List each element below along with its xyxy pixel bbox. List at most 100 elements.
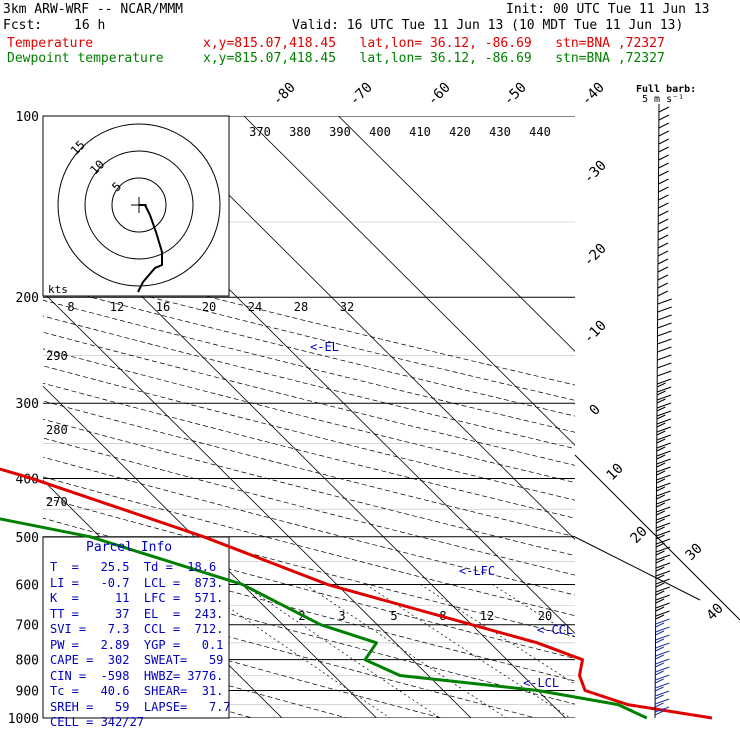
theta-tick-label: 380 (289, 125, 311, 139)
wind-barb (657, 274, 669, 281)
wind-barb (655, 534, 665, 540)
wind-barb (655, 674, 670, 681)
dewpoint-legend: Dewpoint temperature (7, 51, 164, 66)
isotherm-tick-label: 30 (683, 541, 706, 564)
wind-barb (655, 682, 670, 689)
wind-barb (656, 394, 672, 401)
isotherm-tick-label: -70 (347, 80, 376, 109)
wind-barb (657, 298, 672, 305)
mixing-ratio-upper-label: 12 (110, 300, 124, 314)
isotherm-line (149, 116, 575, 540)
pressure-tick-label: 500 (16, 531, 39, 546)
parcel-info-row: SREH = 59 LAPSE= 7.7 (50, 699, 231, 714)
wind-barb (656, 494, 666, 500)
wind-barb (658, 162, 669, 169)
wind-barb (657, 330, 672, 337)
wind-barb (654, 698, 670, 705)
temperature-trace (0, 467, 713, 720)
wind-barb (657, 370, 672, 377)
wind-barb (657, 362, 672, 369)
parcel-info-row: TT = 37 EL = 243. (50, 606, 224, 621)
wind-barb (658, 114, 670, 121)
wind-barb (655, 650, 670, 657)
parcel-info-row: PW = 2.89 YGP = 0.1 (50, 637, 224, 652)
wind-barb (656, 422, 666, 428)
wind-barb (657, 290, 669, 297)
wind-barb (655, 594, 670, 601)
wind-barb (658, 202, 669, 209)
theta-left-label: 280 (46, 423, 68, 437)
theta-tick-label: 430 (489, 125, 511, 139)
wind-barb (656, 382, 666, 388)
wind-barb (658, 146, 669, 153)
init-time: Init: 00 UTC Tue 11 Jun 13 (506, 2, 710, 17)
isotherm-tick-label: -30 (581, 158, 610, 187)
dry-adiabat (43, 348, 575, 483)
mixing-ratio-lower-label: 3 (338, 609, 345, 623)
wind-barb (656, 466, 671, 473)
wind-barb (657, 250, 669, 257)
dry-adiabat (43, 315, 575, 449)
hodograph-trace (137, 204, 163, 293)
mixing-ratio-line (365, 584, 571, 718)
wind-barb (656, 426, 672, 433)
parcel-info-row: LI = -0.7 LCL = 873. (50, 575, 224, 590)
wind-barb (658, 186, 669, 193)
ccl-level-label: <-CCL (537, 623, 574, 637)
hodograph-ring (84, 150, 194, 260)
wind-barb (656, 386, 672, 393)
parcel-info-box (42, 536, 230, 719)
wind-barb (655, 558, 665, 564)
wind-barb (655, 654, 665, 660)
wind-barb (656, 434, 671, 441)
wind-barb (655, 590, 665, 596)
lcl-level-label: <-LCL (523, 676, 560, 690)
wind-barb (655, 538, 671, 545)
wind-barb (656, 522, 671, 529)
isotherm-line (338, 116, 575, 352)
wind-barb (656, 402, 672, 409)
wind-barb (658, 106, 670, 113)
wind-barb (656, 506, 671, 513)
theta-tick-label: 400 (369, 125, 391, 139)
wind-barb (655, 562, 671, 569)
pressure-tick-label: 1000 (8, 712, 39, 727)
parcel-info-row: Tc = 40.6 SHEAR= 31. (50, 684, 224, 698)
wind-barb (656, 502, 666, 508)
wind-barb (655, 678, 664, 684)
hodograph-frame (42, 115, 230, 297)
wind-barb (655, 642, 670, 649)
mixing-ratio-lower-label: 5 (390, 609, 397, 623)
wind-barb (654, 706, 670, 713)
pressure-tick-label: 700 (16, 619, 39, 634)
mixing-ratio-lower-label: 20 (538, 609, 552, 623)
wind-barb (657, 378, 672, 385)
wind-barb (656, 406, 666, 412)
wind-barb (656, 478, 666, 484)
wind-barb (655, 638, 665, 644)
forecast-hour: 16 h (74, 18, 106, 33)
wind-barb (655, 634, 670, 641)
pressure-tick-label: 100 (16, 110, 39, 125)
isotherm-line (243, 116, 575, 446)
mixing-ratio-upper-label: 20 (202, 300, 216, 314)
barb-legend-title: Full barb: (636, 84, 697, 95)
mixing-ratio-upper-label: 8 (67, 300, 74, 314)
isotherm-line (43, 385, 377, 718)
isotherm-tick-label: -20 (581, 241, 610, 270)
wind-barb (655, 550, 665, 556)
mixing-ratio-line (420, 584, 575, 685)
isotherm-tick-label: 0 (587, 402, 604, 419)
parcel-info-title: Parcel Info (86, 540, 173, 555)
theta-left-label: 270 (46, 495, 68, 509)
wind-barb (658, 210, 669, 217)
chart-boundary-line (574, 536, 701, 601)
wind-barb (656, 486, 666, 492)
isotherm-tick-label: -10 (581, 318, 610, 347)
hodograph-ring (111, 177, 167, 233)
wind-barb (656, 442, 671, 449)
wind-barb (658, 122, 670, 129)
wind-barb (655, 614, 665, 620)
